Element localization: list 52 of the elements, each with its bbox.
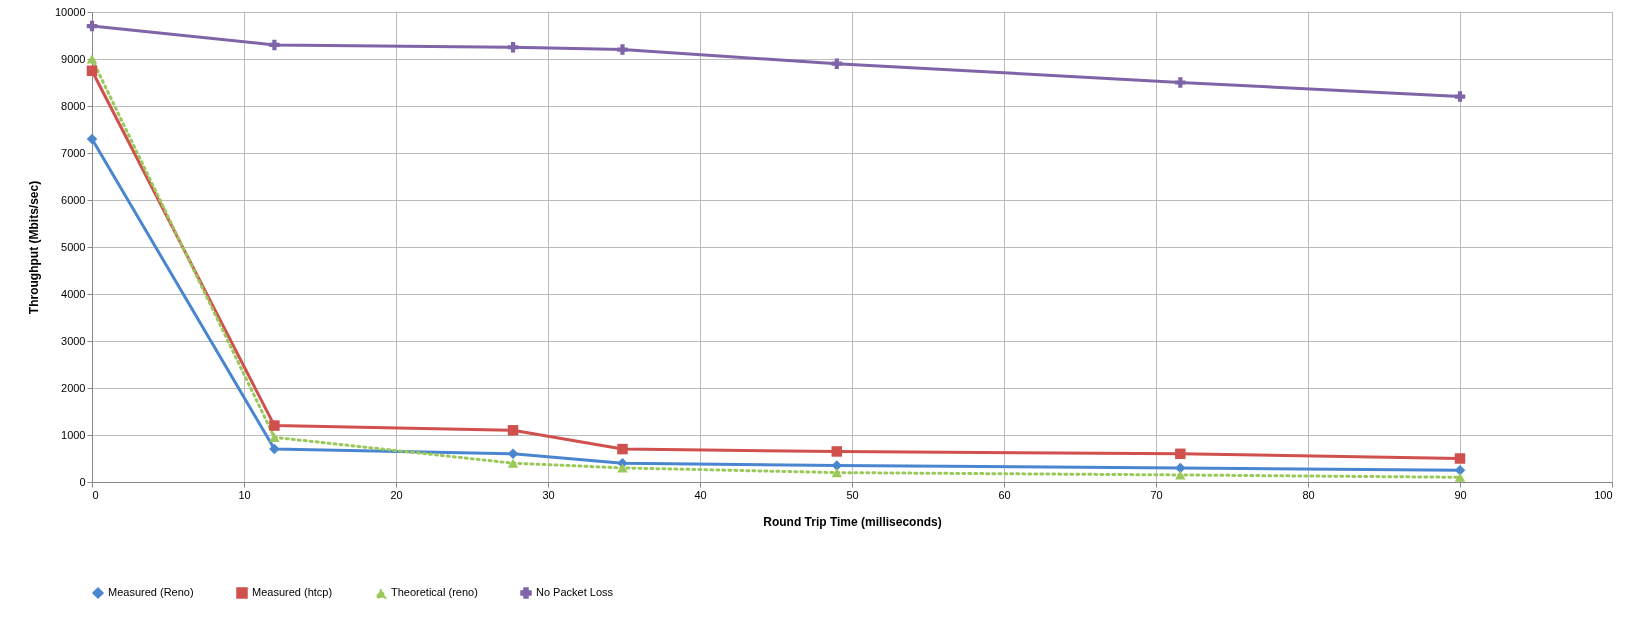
point — [617, 443, 628, 455]
point — [617, 463, 628, 473]
point — [269, 420, 280, 431]
point — [86, 65, 98, 76]
point — [617, 44, 628, 55]
x-tick-label: 60 — [998, 488, 1011, 501]
x-tick-label: 30 — [542, 488, 555, 501]
legend-label: Measured (htcp) — [252, 586, 333, 598]
point — [86, 133, 98, 145]
x-tick-label: 90 — [1454, 488, 1467, 501]
y-tick-label: 1000 — [61, 428, 86, 441]
point — [831, 58, 843, 69]
point — [269, 39, 280, 51]
x-tick-label: 40 — [694, 488, 707, 501]
point — [269, 443, 280, 455]
y-tick-label: 2000 — [61, 381, 86, 394]
x-tick-label: 70 — [1150, 488, 1163, 501]
legend-label: No Packet Loss — [536, 586, 614, 598]
point — [507, 42, 519, 53]
y-tick-label: 4000 — [61, 287, 86, 300]
y-tick-label: 3000 — [61, 334, 86, 347]
x-axis-title: Round Trip Time (milliseconds) — [763, 514, 942, 529]
y-axis-title: Throughput (Mbits/sec) — [26, 180, 41, 315]
y-tick-label: 7000 — [61, 146, 86, 159]
point — [86, 20, 98, 32]
x-tick-label: 100 — [1594, 488, 1613, 501]
point — [1454, 91, 1466, 102]
point — [1454, 472, 1466, 482]
x-tick-label: 80 — [1302, 488, 1315, 501]
y-tick-label: 8000 — [61, 99, 86, 112]
legend-label: Measured (Reno) — [108, 586, 194, 598]
point — [269, 432, 280, 442]
point — [507, 448, 519, 460]
x-tick-label: 0 — [92, 488, 99, 501]
point — [831, 468, 843, 478]
y-tick-label: 9000 — [61, 52, 86, 65]
x-tick-label: 10 — [238, 488, 251, 501]
point — [507, 425, 519, 436]
y-tick-label: 6000 — [61, 193, 86, 206]
y-tick-label: 10000 — [54, 5, 86, 18]
y-tick-label: 0 — [79, 475, 86, 488]
point — [1175, 448, 1186, 460]
x-tick-label: 20 — [390, 488, 403, 501]
point — [507, 458, 519, 468]
point — [1175, 77, 1186, 88]
point — [1175, 462, 1186, 474]
point — [86, 54, 98, 64]
y-tick-label: 5000 — [61, 240, 86, 253]
x-tick-label: 50 — [846, 488, 859, 501]
legend-label: Theoretical (reno) — [391, 586, 478, 599]
point — [831, 446, 843, 457]
point — [1454, 453, 1466, 464]
